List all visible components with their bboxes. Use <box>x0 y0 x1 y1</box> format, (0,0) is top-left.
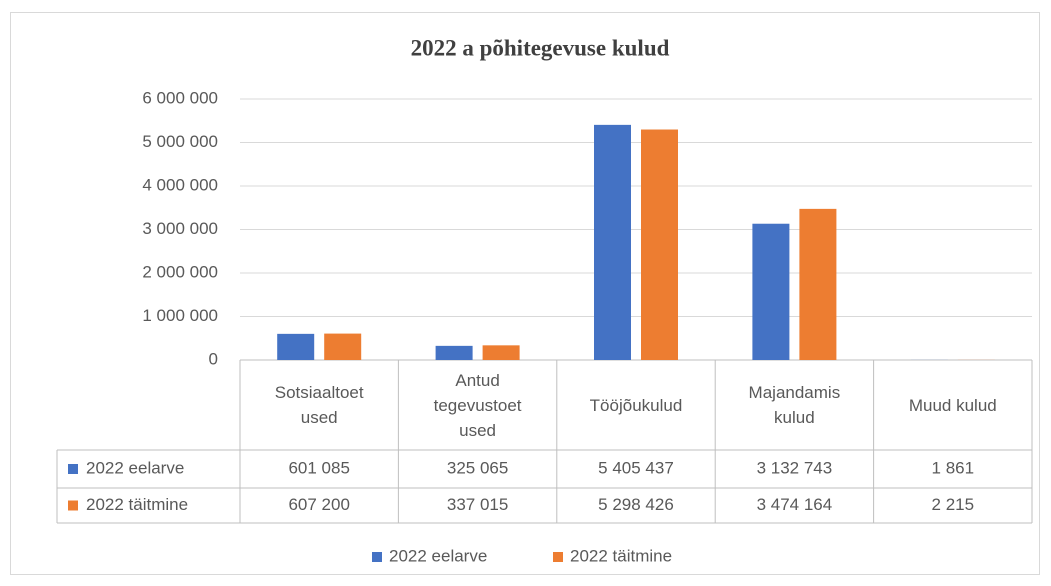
bar <box>324 333 362 360</box>
chart-title: 2022 a põhitegevuse kulud <box>411 35 670 60</box>
x-tick-label: Majandamis kulud <box>748 383 841 427</box>
bar <box>752 223 790 360</box>
table-value: 3 474 164 <box>757 495 833 514</box>
chart-border <box>10 12 1040 575</box>
y-tick-label: 0 <box>209 349 218 368</box>
x-tick-label: Muud kulud <box>908 395 997 415</box>
table-legend-label: 2022 eelarve <box>86 458 184 477</box>
bar <box>482 345 520 360</box>
table-value: 1 861 <box>932 458 975 477</box>
legend-label: 2022 eelarve <box>389 546 487 565</box>
bar <box>277 333 315 360</box>
x-tick-label: Sotsiaaltoet used <box>274 383 364 427</box>
y-tick-label: 5 000 000 <box>142 132 218 151</box>
table-value: 325 065 <box>447 458 508 477</box>
table-value: 607 200 <box>288 495 349 514</box>
y-tick-label: 2 000 000 <box>142 262 218 281</box>
bar <box>799 208 837 360</box>
y-tick-label: 3 000 000 <box>142 219 218 238</box>
x-tick-label: Tööjõukulud <box>589 395 683 415</box>
table-value: 3 132 743 <box>757 458 833 477</box>
table-value: 5 405 437 <box>598 458 674 477</box>
table-value: 337 015 <box>447 495 508 514</box>
legend-label: 2022 täitmine <box>570 546 672 565</box>
table-legend-key <box>68 464 78 474</box>
table-legend-label: 2022 täitmine <box>86 495 188 514</box>
bar <box>435 345 473 360</box>
y-tick-label: 6 000 000 <box>142 88 218 107</box>
table-value: 601 085 <box>288 458 349 477</box>
x-tick-label: Antud tegevustoet used <box>433 370 522 440</box>
legend-key <box>372 552 382 562</box>
y-tick-label: 1 000 000 <box>142 306 218 325</box>
bar <box>641 129 678 360</box>
y-tick-label: 4 000 000 <box>142 175 218 194</box>
legend-key <box>553 552 563 562</box>
table-value: 2 215 <box>932 495 975 514</box>
bar <box>594 124 631 360</box>
table-value: 5 298 426 <box>598 495 674 514</box>
table-legend-key <box>68 500 78 511</box>
